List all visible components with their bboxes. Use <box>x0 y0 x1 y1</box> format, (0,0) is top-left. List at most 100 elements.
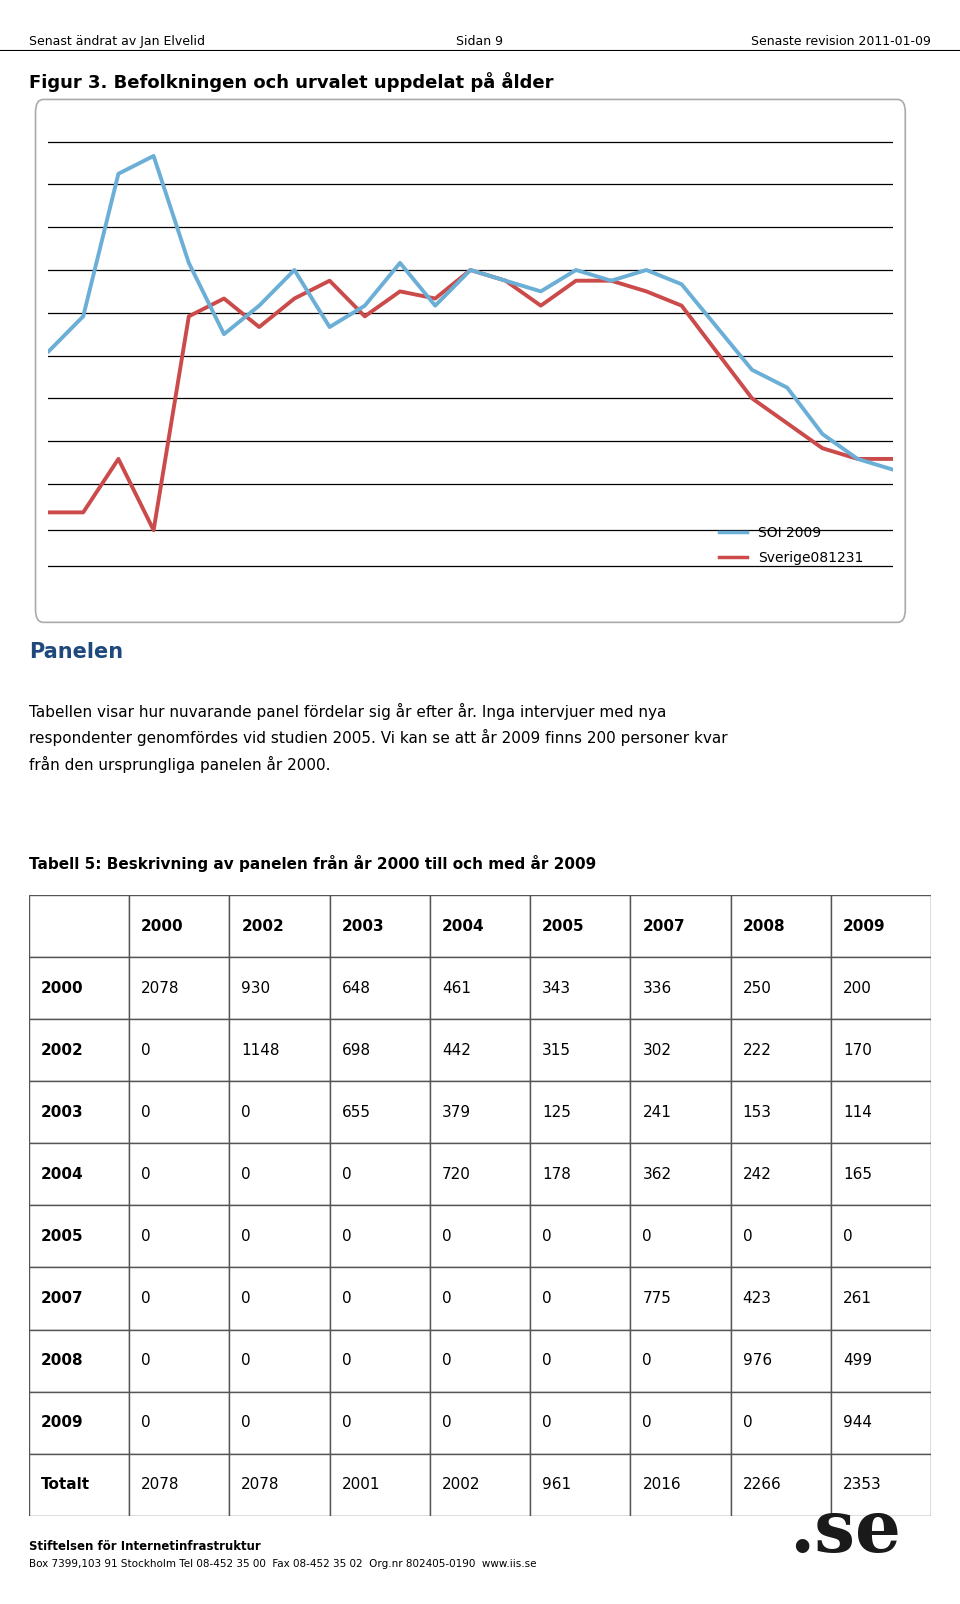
Text: 0: 0 <box>342 1229 351 1245</box>
Text: 2008: 2008 <box>743 919 785 934</box>
Text: 315: 315 <box>542 1043 571 1057</box>
Bar <box>530 1019 631 1081</box>
Bar <box>129 895 229 958</box>
Text: 250: 250 <box>743 980 772 996</box>
Bar <box>430 895 530 958</box>
Text: 0: 0 <box>743 1229 753 1245</box>
Bar <box>29 1019 129 1081</box>
Text: 0: 0 <box>342 1291 351 1306</box>
Text: 0: 0 <box>542 1291 552 1306</box>
Text: 379: 379 <box>442 1105 471 1120</box>
Text: 336: 336 <box>642 980 672 996</box>
Bar <box>29 958 129 1019</box>
Bar <box>329 1453 430 1516</box>
Bar <box>430 1267 530 1330</box>
Text: 720: 720 <box>442 1166 470 1182</box>
Text: 343: 343 <box>542 980 571 996</box>
Text: 165: 165 <box>843 1166 872 1182</box>
Bar <box>329 958 430 1019</box>
Text: 648: 648 <box>342 980 371 996</box>
Bar <box>831 1267 931 1330</box>
Text: 2005: 2005 <box>41 1229 84 1245</box>
Bar <box>631 1267 731 1330</box>
Bar <box>129 1267 229 1330</box>
Text: 442: 442 <box>442 1043 470 1057</box>
Text: 241: 241 <box>642 1105 671 1120</box>
Text: 423: 423 <box>743 1291 772 1306</box>
Text: 2001: 2001 <box>342 1477 380 1492</box>
Text: 2009: 2009 <box>41 1415 84 1431</box>
Text: 178: 178 <box>542 1166 571 1182</box>
Text: 0: 0 <box>642 1354 652 1368</box>
Bar <box>530 1392 631 1453</box>
Text: 2266: 2266 <box>743 1477 781 1492</box>
Bar <box>530 1206 631 1267</box>
Text: 2003: 2003 <box>342 919 384 934</box>
Bar <box>530 958 631 1019</box>
Text: 0: 0 <box>642 1229 652 1245</box>
Bar <box>731 1392 831 1453</box>
Text: 2016: 2016 <box>642 1477 681 1492</box>
Text: 0: 0 <box>843 1229 852 1245</box>
Bar <box>329 1392 430 1453</box>
Bar <box>29 1267 129 1330</box>
Bar <box>229 895 329 958</box>
Text: Tabell 5: Beskrivning av panelen från år 2000 till och med år 2009: Tabell 5: Beskrivning av panelen från år… <box>29 855 596 873</box>
Text: 0: 0 <box>342 1415 351 1431</box>
Bar <box>29 1330 129 1392</box>
Bar <box>229 1267 329 1330</box>
Bar <box>29 895 129 958</box>
Text: Totalt: Totalt <box>41 1477 90 1492</box>
Text: 944: 944 <box>843 1415 872 1431</box>
Text: 0: 0 <box>241 1415 251 1431</box>
Text: 0: 0 <box>542 1229 552 1245</box>
Bar <box>129 958 229 1019</box>
Text: 114: 114 <box>843 1105 872 1120</box>
Text: 930: 930 <box>241 980 271 996</box>
Bar <box>329 1144 430 1206</box>
Text: 698: 698 <box>342 1043 371 1057</box>
Bar <box>430 1144 530 1206</box>
Bar <box>831 1453 931 1516</box>
Text: 222: 222 <box>743 1043 772 1057</box>
Text: 2002: 2002 <box>41 1043 84 1057</box>
Text: 2078: 2078 <box>141 980 180 996</box>
Bar <box>731 1330 831 1392</box>
Text: 2004: 2004 <box>442 919 485 934</box>
Bar <box>731 1144 831 1206</box>
Bar <box>229 1144 329 1206</box>
Bar <box>831 895 931 958</box>
Text: 0: 0 <box>342 1166 351 1182</box>
Legend: SOI 2009, Sverige081231: SOI 2009, Sverige081231 <box>713 520 869 571</box>
Bar <box>430 1019 530 1081</box>
Text: 0: 0 <box>141 1105 151 1120</box>
Text: 0: 0 <box>141 1354 151 1368</box>
Bar <box>530 1144 631 1206</box>
Text: Stiftelsen för Internetinfrastruktur: Stiftelsen för Internetinfrastruktur <box>29 1540 260 1553</box>
Text: 2000: 2000 <box>41 980 84 996</box>
Text: 2078: 2078 <box>241 1477 280 1492</box>
Text: 0: 0 <box>442 1415 451 1431</box>
Bar <box>229 1392 329 1453</box>
Text: 2004: 2004 <box>41 1166 84 1182</box>
Text: 2008: 2008 <box>41 1354 84 1368</box>
Bar <box>530 1267 631 1330</box>
Text: .se: .se <box>789 1497 900 1567</box>
Bar <box>631 1330 731 1392</box>
Bar <box>29 1206 129 1267</box>
Text: 2009: 2009 <box>843 919 885 934</box>
Text: 2002: 2002 <box>442 1477 480 1492</box>
Text: Tabellen visar hur nuvarande panel fördelar sig år efter år. Inga intervjuer med: Tabellen visar hur nuvarande panel förde… <box>29 703 728 773</box>
Bar <box>430 1206 530 1267</box>
Text: 125: 125 <box>542 1105 571 1120</box>
Bar <box>831 958 931 1019</box>
Bar <box>831 1144 931 1206</box>
Text: Panelen: Panelen <box>29 642 123 661</box>
Text: 170: 170 <box>843 1043 872 1057</box>
Text: 0: 0 <box>141 1291 151 1306</box>
Text: 775: 775 <box>642 1291 671 1306</box>
Text: 2000: 2000 <box>141 919 183 934</box>
Bar <box>129 1081 229 1144</box>
Text: 0: 0 <box>442 1229 451 1245</box>
Text: 0: 0 <box>141 1415 151 1431</box>
